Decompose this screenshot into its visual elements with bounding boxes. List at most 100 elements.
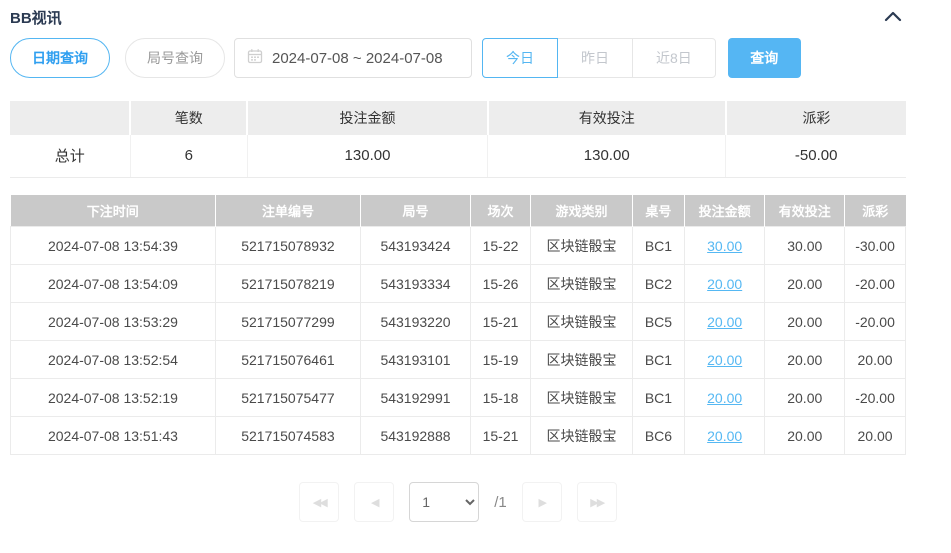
cell-round-id: 543193424 <box>359 226 472 265</box>
query-toolbar: 日期查询 局号查询 2024-07-08 ~ 2024-07-08 今日 昨日 … <box>10 38 906 78</box>
cell-game-type: 区块链骰宝 <box>529 264 633 303</box>
cell-session: 15-21 <box>470 416 531 455</box>
last-page-icon: ▶▶ <box>590 496 605 509</box>
date-range-value: 2024-07-08 ~ 2024-07-08 <box>272 49 443 67</box>
table-row: 2024-07-08 13:52:19 521715075477 543192991… <box>10 378 906 417</box>
cell-bet-id: 521715075477 <box>214 378 361 417</box>
records-column-header-1: 注单编号 <box>215 194 361 227</box>
cell-game-type: 区块链骰宝 <box>529 340 633 379</box>
quick-range-today[interactable]: 今日 <box>482 38 558 78</box>
date-range-input[interactable]: 2024-07-08 ~ 2024-07-08 <box>234 38 472 78</box>
cell-game-type: 区块链骰宝 <box>529 416 633 455</box>
summary-bet-amount: 130.00 <box>247 135 489 178</box>
cell-time: 2024-07-08 13:53:29 <box>10 302 216 341</box>
cell-game-type: 区块链骰宝 <box>529 378 633 417</box>
cell-valid-bet: 20.00 <box>764 378 846 417</box>
summary-total-label: 总计 <box>10 135 131 178</box>
cell-session: 15-26 <box>470 264 531 303</box>
cell-bet-amount: 20.00 <box>683 416 766 455</box>
cell-bet-amount: 30.00 <box>683 226 766 265</box>
bet-amount-link[interactable]: 20.00 <box>707 275 743 292</box>
table-row: 2024-07-08 13:51:43 521715074583 543192888… <box>10 416 906 455</box>
cell-bet-id: 521715078219 <box>214 264 361 303</box>
cell-time: 2024-07-08 13:52:54 <box>10 340 216 379</box>
summary-count: 6 <box>130 135 248 178</box>
first-page-button[interactable]: ◀◀ <box>299 482 340 522</box>
cell-game-type: 区块链骰宝 <box>529 302 633 341</box>
summary-header-row: 笔数 投注金额 有效投注 派彩 <box>10 101 906 135</box>
cell-valid-bet: 20.00 <box>764 416 846 455</box>
cell-round-id: 543193101 <box>359 340 472 379</box>
cell-session: 15-19 <box>470 340 531 379</box>
cell-payout: -20.00 <box>844 302 906 341</box>
bet-amount-link[interactable]: 20.00 <box>707 313 743 330</box>
cell-bet-id: 521715074583 <box>214 416 361 455</box>
next-page-icon: ▶ <box>538 496 548 509</box>
quick-range-last8days[interactable]: 近8日 <box>632 38 716 78</box>
records-column-header-0: 下注时间 <box>10 194 216 227</box>
summary-column-header-4: 派彩 <box>725 101 906 135</box>
bet-amount-link[interactable]: 20.00 <box>707 351 743 368</box>
summary-total-row: 总计 6 130.00 130.00 -50.00 <box>10 135 906 178</box>
cell-bet-id: 521715076461 <box>214 340 361 379</box>
cell-time: 2024-07-08 13:52:19 <box>10 378 216 417</box>
bb-video-panel: BB视讯 日期查询 局号查询 2024-07-08 ~ 2024-07-08 今… <box>10 0 906 522</box>
cell-table-no: BC1 <box>631 226 685 265</box>
cell-game-type: 区块链骰宝 <box>529 226 633 265</box>
tab-date-query[interactable]: 日期查询 <box>10 38 110 78</box>
bet-amount-link[interactable]: 30.00 <box>707 237 743 254</box>
collapse-button[interactable] <box>884 10 902 25</box>
records-column-header-4: 游戏类别 <box>530 194 633 227</box>
last-page-button[interactable]: ▶▶ <box>576 482 617 522</box>
cell-time: 2024-07-08 13:51:43 <box>10 416 216 455</box>
bet-amount-link[interactable]: 20.00 <box>707 389 743 406</box>
calendar-icon <box>247 48 263 69</box>
records-column-header-2: 局号 <box>360 194 472 227</box>
records-column-header-8: 派彩 <box>844 194 906 227</box>
records-column-header-5: 桌号 <box>632 194 685 227</box>
summary-payout: -50.00 <box>725 135 906 178</box>
cell-session: 15-18 <box>470 378 531 417</box>
summary-table: 笔数 投注金额 有效投注 派彩 总计 6 130.00 130.00 -50.00 <box>10 101 906 178</box>
next-page-button[interactable]: ▶ <box>521 482 562 522</box>
search-button[interactable]: 查询 <box>727 38 801 78</box>
cell-table-no: BC5 <box>631 302 685 341</box>
cell-table-no: BC1 <box>631 378 685 417</box>
cell-session: 15-22 <box>470 226 531 265</box>
cell-valid-bet: 20.00 <box>764 340 846 379</box>
records-column-header-6: 投注金额 <box>684 194 766 227</box>
bet-amount-link[interactable]: 20.00 <box>707 427 743 444</box>
cell-table-no: BC1 <box>631 340 685 379</box>
first-page-icon: ◀◀ <box>312 496 328 509</box>
quick-range-yesterday[interactable]: 昨日 <box>557 38 633 78</box>
cell-payout: 20.00 <box>844 340 906 379</box>
cell-valid-bet: 30.00 <box>764 226 846 265</box>
cell-round-id: 543192991 <box>359 378 472 417</box>
tab-round-query[interactable]: 局号查询 <box>125 38 225 78</box>
prev-page-icon: ◀ <box>371 496 380 509</box>
records-column-header-7: 有效投注 <box>764 194 846 227</box>
pagination: ◀◀ ◀ 1 /1 ▶ ▶▶ <box>10 482 906 522</box>
cell-time: 2024-07-08 13:54:09 <box>10 264 216 303</box>
cell-bet-amount: 20.00 <box>683 340 766 379</box>
bet-records-table: 下注时间 注单编号 局号 场次 游戏类别 桌号 投注金额 有效投注 派彩 2024-07-08 … <box>10 194 906 455</box>
cell-payout: -20.00 <box>844 264 906 303</box>
page-title: BB视讯 <box>10 10 62 27</box>
cell-valid-bet: 20.00 <box>764 302 846 341</box>
cell-bet-amount: 20.00 <box>683 302 766 341</box>
summary-column-header-2: 投注金额 <box>247 101 489 135</box>
quick-range-group: 今日 昨日 近8日 <box>482 38 716 78</box>
records-header-row: 下注时间 注单编号 局号 场次 游戏类别 桌号 投注金额 有效投注 派彩 <box>10 194 906 227</box>
prev-page-button[interactable]: ◀ <box>354 482 395 522</box>
panel-title-bar: BB视讯 <box>10 0 906 28</box>
cell-table-no: BC2 <box>631 264 685 303</box>
summary-valid-bet: 130.00 <box>487 135 727 178</box>
table-row: 2024-07-08 13:54:09 521715078219 543193334… <box>10 264 906 303</box>
cell-payout: -30.00 <box>844 226 906 265</box>
cell-valid-bet: 20.00 <box>764 264 846 303</box>
summary-column-header-3: 有效投注 <box>487 101 727 135</box>
cell-time: 2024-07-08 13:54:39 <box>10 226 216 265</box>
table-row: 2024-07-08 13:54:39 521715078932 543193424… <box>10 226 906 265</box>
page-select[interactable]: 1 <box>409 482 480 522</box>
chevron-up-icon <box>884 10 902 25</box>
